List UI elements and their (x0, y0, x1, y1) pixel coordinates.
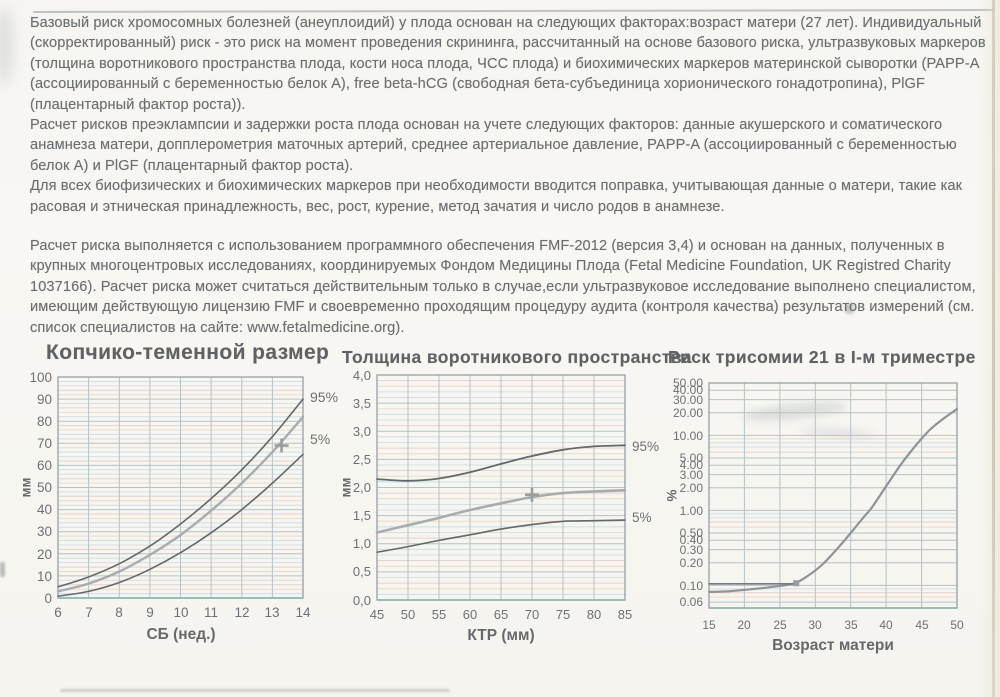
chart-title-crl: Копчико-теменной размер (46, 341, 330, 364)
svg-text:0,0: 0,0 (353, 593, 371, 608)
svg-text:90: 90 (37, 392, 52, 407)
svg-text:мм: мм (19, 478, 34, 498)
svg-text:1,0: 1,0 (353, 536, 371, 551)
svg-text:35: 35 (844, 618, 858, 632)
svg-text:30: 30 (808, 618, 822, 632)
chart-title-trisomy21: Риск трисомии 21 в I-м триместре (668, 347, 976, 367)
scan-artifact-speck (845, 303, 854, 314)
svg-text:%: % (665, 489, 680, 501)
svg-text:50.00: 50.00 (673, 376, 703, 390)
svg-text:85: 85 (618, 607, 632, 622)
paragraph-preeclampsia-risk: Расчет рисков преэклампсии и задержки ро… (30, 117, 957, 174)
svg-text:30.00: 30.00 (673, 393, 703, 407)
svg-text:12: 12 (234, 605, 249, 620)
scan-artifact-left-dash (0, 562, 5, 577)
svg-text:4,0: 4,0 (353, 368, 371, 383)
chart-crl: 6 7 8 9 10 11 12 13 14 0 10 20 30 40 50 60 70 80 90 100 95% 5… (18, 366, 339, 666)
svg-text:1.00: 1.00 (680, 504, 704, 518)
svg-text:Возраст матери: Возраст матери (772, 637, 894, 654)
svg-text:14: 14 (295, 605, 311, 620)
svg-text:2.00: 2.00 (680, 481, 704, 495)
svg-text:15: 15 (702, 618, 716, 632)
svg-text:1,5: 1,5 (353, 508, 371, 523)
svg-text:75: 75 (556, 607, 570, 622)
svg-text:5%: 5% (632, 510, 652, 525)
svg-text:20: 20 (737, 618, 751, 632)
chart-trisomy21: 15 20 25 30 35 40 45 50 50.00 40.00 30.00 20.00 10.0… (662, 366, 1000, 666)
svg-text:60: 60 (37, 458, 52, 473)
svg-text:70: 70 (525, 607, 539, 622)
svg-text:2,0: 2,0 (353, 480, 371, 495)
svg-text:0.20: 0.20 (680, 556, 704, 570)
svg-text:50: 50 (401, 607, 415, 622)
svg-text:80: 80 (37, 414, 52, 429)
scan-artifact-right-edge (992, 0, 995, 697)
svg-text:6: 6 (54, 605, 62, 620)
svg-text:70: 70 (37, 436, 52, 451)
svg-text:0,5: 0,5 (353, 564, 371, 579)
svg-text:10.00: 10.00 (673, 429, 703, 443)
svg-text:95%: 95% (310, 389, 338, 405)
svg-text:11: 11 (204, 605, 218, 620)
svg-text:3,5: 3,5 (353, 396, 371, 411)
chart-nt: 45 50 55 60 65 70 75 80 85 0,0 0,5 1,0 1,5 2,0 2,5 3,0 3… (338, 366, 670, 666)
svg-text:5.00: 5.00 (680, 451, 704, 465)
svg-text:3.00: 3.00 (680, 468, 704, 482)
svg-text:20.00: 20.00 (673, 406, 703, 420)
svg-text:0.40: 0.40 (680, 533, 704, 547)
svg-text:9: 9 (146, 605, 154, 620)
paragraph-fmf-software: Расчет риска выполняется с использование… (30, 238, 976, 336)
svg-text:95%: 95% (632, 439, 659, 454)
chart-title-nt: Толщина воротникового пространства (342, 347, 692, 367)
svg-text:2,5: 2,5 (353, 452, 371, 467)
svg-text:100: 100 (29, 370, 52, 385)
svg-text:0: 0 (44, 591, 52, 606)
svg-text:0.50: 0.50 (680, 526, 704, 540)
svg-text:30: 30 (37, 524, 52, 539)
svg-text:мм: мм (339, 478, 354, 498)
paragraph-base-risk: Базовый риск хромосомных болезней (анеуп… (30, 15, 986, 113)
svg-text:5%: 5% (310, 431, 330, 447)
report-text-block: Базовый риск хромосомных болезней (анеуп… (30, 13, 988, 338)
svg-text:8: 8 (115, 605, 123, 620)
svg-text:20: 20 (37, 547, 52, 562)
svg-text:13: 13 (264, 605, 279, 620)
svg-text:50: 50 (37, 480, 52, 495)
svg-text:40: 40 (879, 618, 893, 632)
svg-text:7: 7 (85, 605, 93, 620)
svg-text:0.06: 0.06 (680, 595, 704, 609)
svg-text:40: 40 (37, 502, 52, 517)
svg-text:80: 80 (587, 607, 601, 622)
svg-text:50: 50 (950, 618, 964, 632)
svg-text:0.30: 0.30 (680, 543, 704, 557)
svg-text:55: 55 (432, 607, 446, 622)
scan-artifact-bottom-smudge (60, 689, 450, 692)
svg-text:10: 10 (173, 605, 188, 620)
svg-text:65: 65 (494, 607, 508, 622)
paragraph-correction-factors: Для всех биофизических и биохимических м… (30, 178, 963, 215)
svg-text:КТР (мм): КТР (мм) (467, 627, 534, 644)
svg-text:25: 25 (773, 618, 787, 632)
svg-text:10: 10 (37, 569, 52, 584)
svg-text:СБ (нед.): СБ (нед.) (146, 626, 215, 643)
svg-text:45: 45 (370, 607, 384, 622)
svg-text:60: 60 (463, 607, 477, 622)
svg-text:4.00: 4.00 (680, 458, 704, 472)
svg-text:40.00: 40.00 (673, 383, 703, 397)
svg-text:0.10: 0.10 (680, 579, 704, 593)
svg-text:3,0: 3,0 (353, 424, 371, 439)
scan-artifact-left-blob (0, 6, 14, 86)
svg-text:45: 45 (915, 618, 929, 632)
